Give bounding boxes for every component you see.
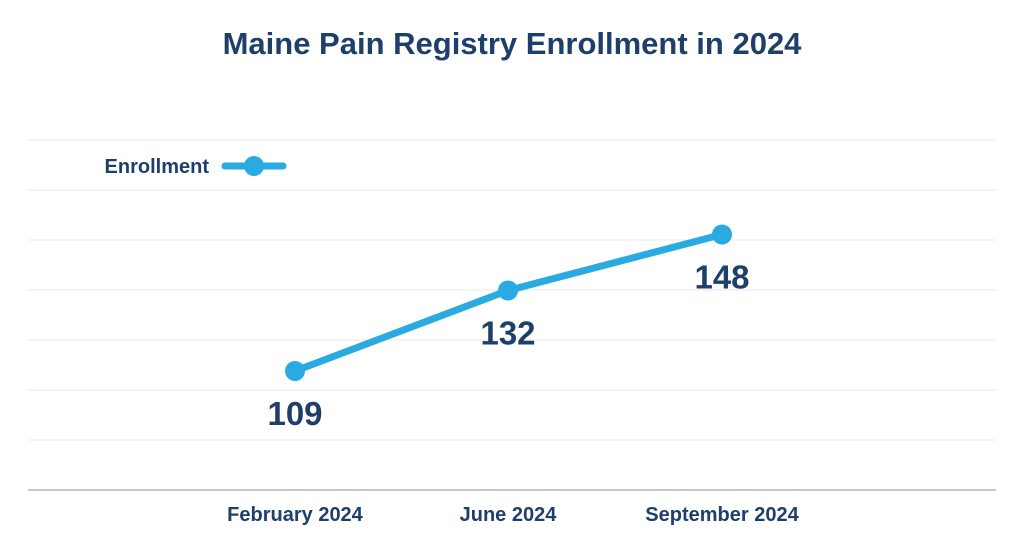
series-enrollment [285, 224, 732, 381]
data-labels: 109 132 148 [267, 259, 749, 433]
x-axis-ticks: February 2024 June 2024 September 2024 [227, 504, 799, 526]
data-point [712, 224, 732, 245]
legend: Enrollment [105, 156, 287, 178]
data-point [498, 280, 518, 301]
data-point [285, 361, 305, 381]
legend-label: Enrollment [105, 156, 210, 178]
gridlines [28, 139, 996, 441]
x-tick-label: June 2024 [460, 504, 558, 526]
data-label: 148 [694, 259, 749, 296]
x-tick-label: February 2024 [227, 504, 364, 526]
data-label: 132 [480, 315, 535, 352]
legend-marker [244, 156, 264, 176]
x-tick-label: September 2024 [645, 504, 799, 526]
chart-title: Maine Pain Registry Enrollment in 2024 [222, 26, 802, 61]
data-label: 109 [267, 395, 322, 432]
